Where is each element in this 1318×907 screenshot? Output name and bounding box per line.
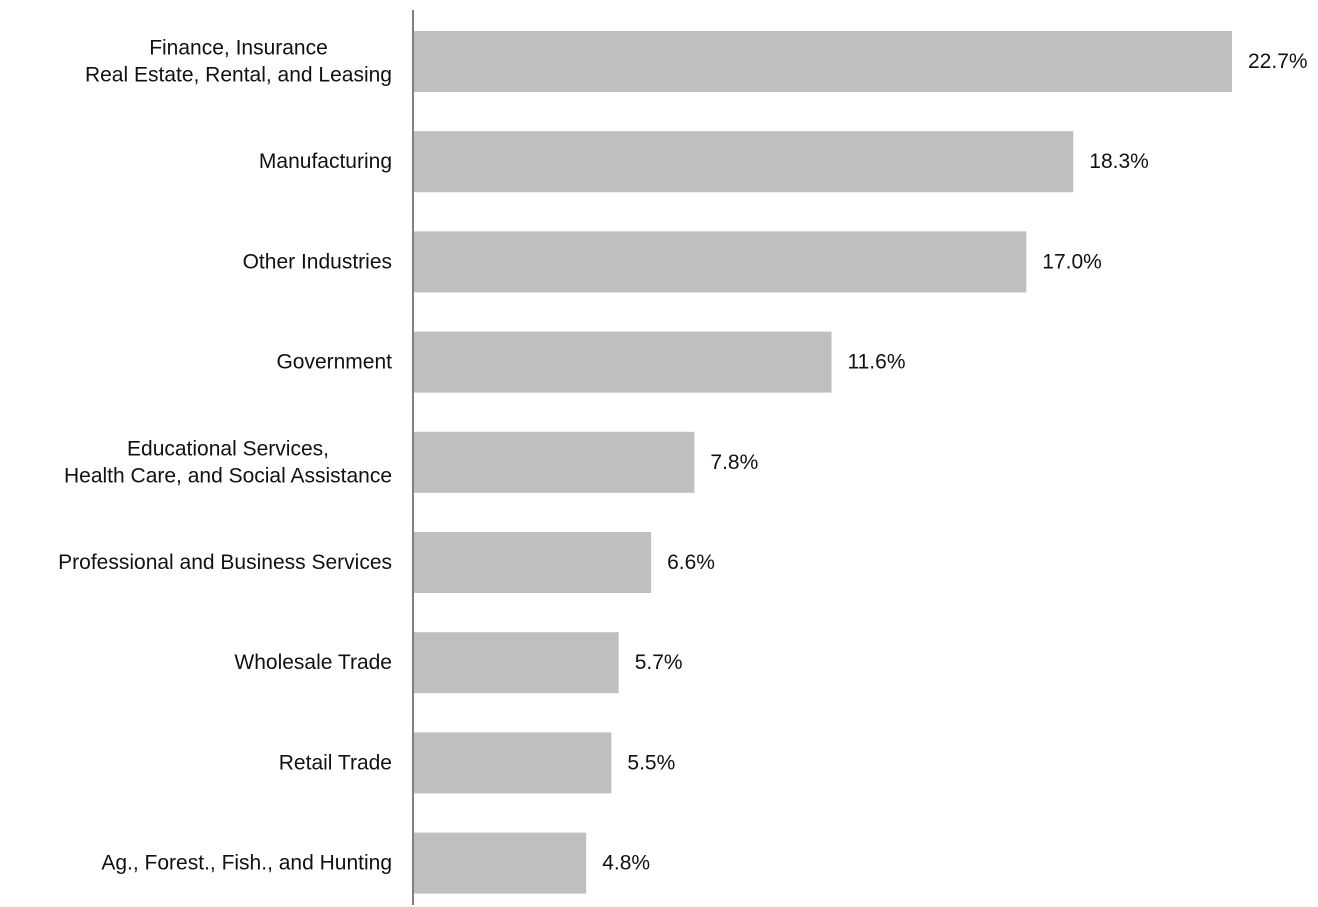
category-label: Ag., Forest., Fish., and Hunting bbox=[101, 852, 392, 875]
value-label: 6.6% bbox=[667, 551, 715, 574]
value-label: 4.8% bbox=[602, 852, 650, 875]
value-label: 18.3% bbox=[1089, 150, 1149, 173]
category-label: Other Industries bbox=[243, 250, 392, 273]
bars-group bbox=[413, 31, 1232, 894]
category-label: Real Estate, Rental, and Leasing bbox=[85, 64, 392, 87]
bar bbox=[413, 31, 1232, 92]
value-label: 11.6% bbox=[848, 351, 906, 374]
category-labels-group: Finance, Insurance Real Estate, Rental, a… bbox=[58, 37, 392, 875]
category-label: Government bbox=[276, 351, 392, 374]
value-label: 7.8% bbox=[710, 451, 758, 474]
bar bbox=[413, 532, 652, 593]
value-label: 5.5% bbox=[627, 751, 675, 774]
bar bbox=[413, 832, 587, 894]
bar bbox=[413, 131, 1074, 193]
bar bbox=[413, 431, 695, 493]
category-label: Educational Services, bbox=[127, 437, 329, 460]
category-label: Finance, Insurance bbox=[149, 37, 328, 60]
bar bbox=[413, 231, 1027, 293]
bar bbox=[413, 331, 832, 393]
value-label: 17.0% bbox=[1042, 250, 1102, 273]
category-label: Manufacturing bbox=[259, 150, 392, 173]
bar bbox=[413, 732, 612, 794]
value-labels-group: 22.7% 18.3% 17.0% 11.6% 7.8% 6.6% 5.7% 5.5% 4.8% bbox=[602, 50, 1307, 875]
category-label: Retail Trade bbox=[279, 751, 392, 774]
value-label: 5.7% bbox=[635, 651, 683, 674]
bar bbox=[413, 632, 619, 694]
category-label: Health Care, and Social Assistance bbox=[64, 464, 392, 487]
category-label: Wholesale Trade bbox=[234, 651, 392, 674]
value-label: 22.7% bbox=[1248, 50, 1308, 73]
category-label: Professional and Business Services bbox=[58, 551, 392, 574]
